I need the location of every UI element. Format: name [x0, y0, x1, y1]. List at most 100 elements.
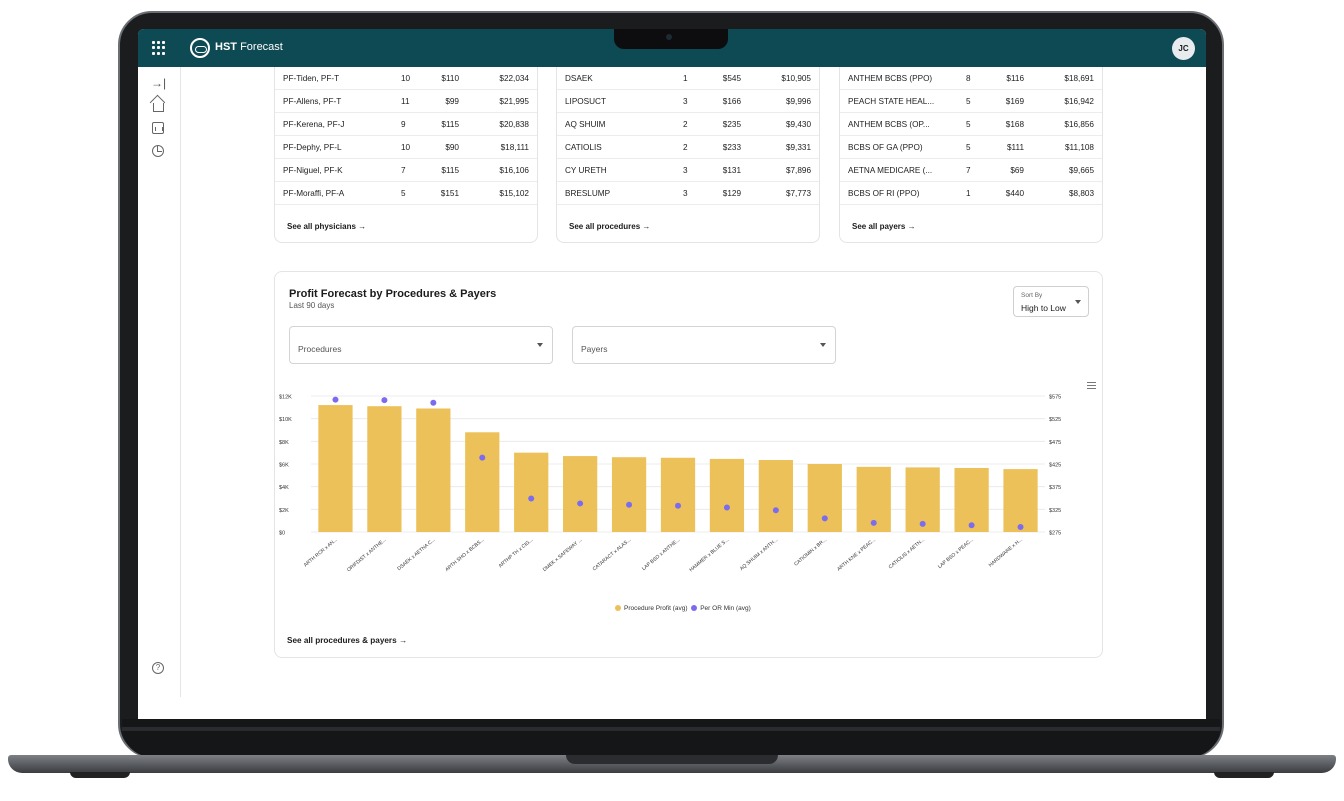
row-avg: $111 [1007, 143, 1024, 152]
row-avg: $166 [722, 97, 741, 106]
table-row[interactable]: BCBS OF GA (PPO) 5 $111 $11,108 [840, 136, 1102, 159]
row-name: BCBS OF RI (PPO) [848, 189, 920, 198]
table-row[interactable]: PF-Kerena, PF-J 9 $115 $20,838 [275, 113, 537, 136]
left-tick-label: $4K [279, 485, 289, 491]
category-label: CATARACT x ALAS... [592, 537, 633, 573]
per-or-min-point [675, 502, 681, 509]
table-row[interactable]: PF-Moraffi, PF-A 5 $151 $15,102 [275, 182, 537, 205]
right-tick-label: $325 [1049, 508, 1061, 514]
row-count: 5 [966, 97, 971, 106]
row-count: 5 [401, 189, 406, 198]
right-tick-label: $375 [1049, 485, 1061, 491]
brand-rest: Forecast [240, 41, 283, 53]
row-avg: $131 [722, 166, 741, 175]
row-count: 3 [683, 189, 688, 198]
see-all-procedures-payers-link[interactable]: See all procedures & payers → [287, 636, 407, 645]
see-all-physicians-link[interactable]: See all physicians → [287, 222, 366, 231]
camera-icon [666, 34, 672, 40]
profit-bar [954, 467, 989, 532]
table-row[interactable]: CY URETH 3 $131 $7,896 [557, 159, 819, 182]
table-row[interactable]: PF-Niguel, PF-K 7 $115 $16,106 [275, 159, 537, 182]
per-or-min-point [772, 507, 779, 514]
chart-menu-icon[interactable] [1087, 382, 1096, 389]
chevron-down-icon [1075, 300, 1081, 304]
expand-sidebar-icon[interactable]: →| [151, 76, 167, 90]
right-tick-label: $275 [1049, 531, 1061, 537]
sort-by-select[interactable]: Sort By High to Low [1013, 286, 1089, 317]
app-launcher-icon[interactable] [152, 41, 166, 55]
see-all-physicians-label: See all physicians [287, 222, 356, 231]
laptop-base [8, 755, 1336, 773]
pie-chart-icon[interactable] [152, 145, 164, 157]
avatar[interactable]: JC [1172, 37, 1195, 60]
laptop-foot [1214, 772, 1274, 778]
row-name: ANTHEM BCBS (OP... [848, 120, 930, 129]
arrow-right-icon: → [358, 222, 367, 231]
table-row[interactable]: CATIOLIS 2 $233 $9,331 [557, 136, 819, 159]
category-label: ARTH KNE x PEAC... [836, 537, 877, 573]
per-or-min-point [1017, 524, 1024, 531]
row-avg: $99 [445, 97, 459, 106]
home-icon[interactable] [153, 103, 164, 112]
category-label: CATIOMIN x BR... [793, 537, 828, 568]
right-tick-label: $575 [1049, 395, 1061, 401]
per-or-min-point [381, 397, 388, 404]
profit-bar [416, 408, 451, 532]
table-row[interactable]: ANTHEM BCBS (OP... 5 $168 $16,856 [840, 113, 1102, 136]
table-row[interactable]: DSAEK 1 $545 $10,905 [557, 67, 819, 90]
profit-bar [611, 457, 647, 532]
table-row[interactable]: LIPOSUCT 3 $166 $9,996 [557, 90, 819, 113]
row-count: 2 [683, 143, 688, 152]
table-row[interactable]: PF-Tiden, PF-T 10 $110 $22,034 [275, 67, 537, 90]
procedures-card: DSAEK 1 $545 $10,905 LIPOSUCT 3 $166 $9,996 AQ S… [556, 67, 820, 243]
row-name: BCBS OF GA (PPO) [848, 143, 923, 152]
procedures-select[interactable]: Procedures [289, 326, 553, 364]
category-label: LAP BSO x ANTHE... [641, 537, 681, 572]
row-count: 7 [966, 166, 971, 175]
row-avg: $115 [441, 120, 459, 129]
help-icon[interactable]: ? [152, 662, 164, 674]
table-row[interactable]: PF-Dephy, PF-L 10 $90 $18,111 [275, 136, 537, 159]
category-label: ARTHP TH x CIG... [498, 537, 535, 569]
per-or-min-point [528, 495, 535, 502]
profit-bar [318, 405, 353, 532]
row-total: $9,331 [785, 143, 811, 152]
row-total: $9,430 [785, 120, 811, 129]
row-avg: $69 [1010, 166, 1024, 175]
see-all-payers-link[interactable]: See all payers → [852, 222, 916, 231]
row-avg: $440 [1005, 189, 1024, 198]
sort-by-value: High to Low [1021, 303, 1066, 313]
row-name: AQ SHUIM [565, 120, 606, 129]
row-count: 1 [966, 189, 971, 198]
row-total: $9,665 [1068, 166, 1094, 175]
profit-bar [758, 460, 793, 532]
left-tick-label: $8K [279, 440, 289, 446]
row-total: $18,691 [1064, 74, 1094, 83]
physicians-card: PF-Tiden, PF-T 10 $110 $22,034 PF-Allens, PF… [274, 67, 538, 243]
table-row[interactable]: ANTHEM BCBS (PPO) 8 $116 $18,691 [840, 67, 1102, 90]
row-total: $11,108 [1065, 143, 1094, 152]
row-total: $15,102 [499, 189, 529, 198]
profit-bar [1003, 469, 1038, 532]
table-row[interactable]: PEACH STATE HEAL... 5 $169 $16,942 [840, 90, 1102, 113]
table-row[interactable]: BCBS OF RI (PPO) 1 $440 $8,803 [840, 182, 1102, 205]
row-count: 10 [401, 74, 411, 83]
left-tick-label: $6K [279, 463, 289, 469]
row-count: 3 [683, 97, 688, 106]
per-or-min-point [626, 501, 633, 508]
report-icon[interactable] [152, 122, 164, 134]
per-or-min-point [870, 519, 877, 526]
profit-bar [563, 456, 598, 532]
see-all-procedures-link[interactable]: See all procedures → [569, 222, 650, 231]
row-avg: $235 [722, 120, 741, 129]
category-label: LAP BSO x PEAC... [937, 537, 975, 570]
table-row[interactable]: AQ SHUIM 2 $235 $9,430 [557, 113, 819, 136]
table-row[interactable]: PF-Allens, PF-T 11 $99 $21,995 [275, 90, 537, 113]
row-total: $18,111 [500, 143, 529, 152]
legend-swatch-profit [615, 605, 621, 611]
payers-select[interactable]: Payers [572, 326, 836, 364]
row-count: 10 [401, 143, 411, 152]
laptop-bezel [122, 719, 1220, 757]
table-row[interactable]: BRESLUMP 3 $129 $7,773 [557, 182, 819, 205]
table-row[interactable]: AETNA MEDICARE (... 7 $69 $9,665 [840, 159, 1102, 182]
